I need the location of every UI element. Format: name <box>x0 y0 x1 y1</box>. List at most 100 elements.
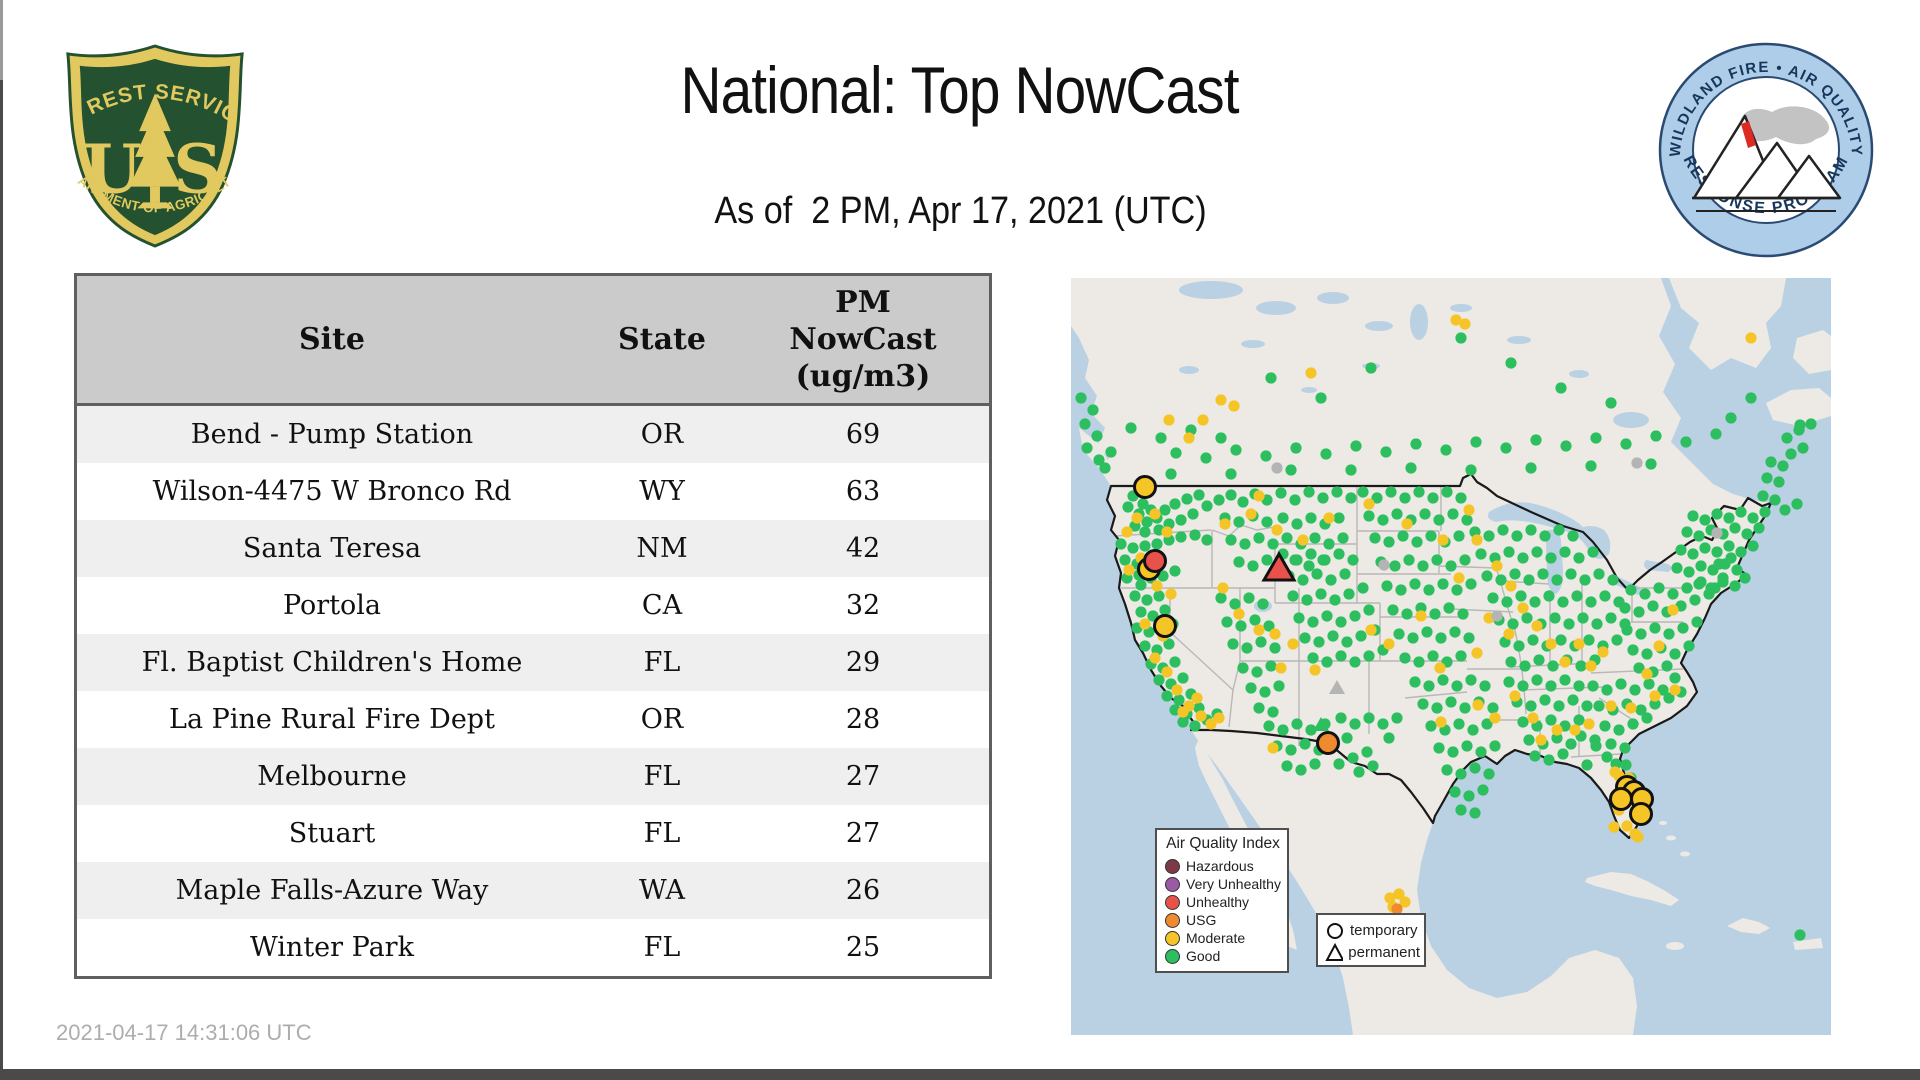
monitor-dot-moderate <box>1149 652 1161 664</box>
cell-site: Portola <box>282 590 382 621</box>
monitor-dot-good <box>1335 616 1347 628</box>
monitor-dot-good <box>1333 512 1345 524</box>
monitor-dot-good <box>1137 498 1149 510</box>
monitor-dot-good <box>1141 516 1153 528</box>
monitor-dot-good <box>1263 620 1275 632</box>
monitor-dot-good <box>1175 514 1187 526</box>
monitor-dot-good <box>1581 700 1593 712</box>
monitor-dot-good <box>1693 530 1705 542</box>
monitor-dot-moderate <box>1161 666 1173 678</box>
column-header-state: State <box>618 322 706 357</box>
monitor-dot-moderate <box>1365 624 1377 636</box>
monitor-dot-good <box>1443 602 1455 614</box>
monitor-dot-moderate <box>1559 656 1571 668</box>
monitor-dot-good <box>1549 612 1561 624</box>
monitor-dot-good <box>1591 618 1603 630</box>
monitor-dot-good <box>1239 538 1251 550</box>
monitor-dot-good <box>1739 572 1751 584</box>
monitor-dot-good <box>1273 680 1285 692</box>
monitor-dot-good <box>1725 552 1737 564</box>
monitor-dot-good <box>1605 738 1617 750</box>
monitor-dot-moderate <box>1171 684 1183 696</box>
monitor-dot-moderate <box>1401 518 1413 530</box>
monitor-dot-good <box>1573 680 1585 692</box>
monitor-dot-good <box>1747 512 1759 524</box>
monitor-dot-good <box>1291 718 1303 730</box>
fire-mark-icon <box>1741 121 1756 148</box>
monitor-dot-moderate <box>1435 716 1447 728</box>
monitor-dot-good <box>1289 494 1301 506</box>
monitor-dot-good <box>1459 554 1471 566</box>
monitor-dot-good <box>1303 486 1315 498</box>
monitor-dot-good <box>1427 650 1439 662</box>
monitor-dot-good <box>1445 696 1457 708</box>
monitor-dot-good <box>1735 546 1747 558</box>
monitor-dot-good <box>1599 720 1611 732</box>
monitor-dot-good <box>1267 706 1279 718</box>
monitor-dot-good <box>1299 738 1311 750</box>
monitor-dot-good <box>1305 512 1317 524</box>
monitor-dot-good <box>1081 442 1093 454</box>
monitor-dot-good <box>1347 554 1359 566</box>
monitor-dot-good <box>1353 766 1365 778</box>
monitor-dot-moderate <box>1597 646 1609 658</box>
aqi-legend-items: Hazardous Very Unhealthy Unhealthy USG Moder… <box>1165 857 1281 965</box>
monitor-dot-good <box>1339 568 1351 580</box>
monitor-dot-good <box>1513 640 1525 652</box>
monitor-dot-good <box>1325 574 1337 586</box>
monitor-dot-good <box>1585 596 1597 608</box>
monitor-dot-good <box>1377 514 1389 526</box>
monitor-dot-good <box>1445 560 1457 572</box>
column-header-site: Site <box>298 322 365 357</box>
monitor-dot-good <box>1225 468 1237 480</box>
monitor-dots-layer <box>1075 314 1817 941</box>
monitor-dot-good <box>1633 662 1645 674</box>
monitor-dot-good <box>1525 700 1537 712</box>
monitor-dot-good <box>1403 554 1415 566</box>
monitor-dot-good <box>1311 568 1323 580</box>
monitor-dot-moderate <box>1163 414 1175 426</box>
monitor-dot-good <box>1557 748 1569 760</box>
monitor-dot-moderate <box>1384 892 1396 904</box>
cell-value: 63 <box>845 476 881 507</box>
monitor-dot-good <box>1511 530 1523 542</box>
monitor-dot-good <box>1483 768 1495 780</box>
monitor-dot-good <box>1355 630 1367 642</box>
monitor-dot-good <box>1711 508 1723 520</box>
monitor-dot-good <box>1553 524 1565 536</box>
legend-item-usg: USG <box>1165 911 1281 929</box>
monitor-dot-good <box>1531 546 1543 558</box>
monitor-dot-good <box>1269 642 1281 654</box>
monitor-dot-good <box>1547 660 1559 672</box>
monitor-dot-good <box>1345 492 1357 504</box>
monitor-dot-good <box>1153 590 1165 602</box>
shape-legend-item: permanent <box>1325 941 1420 963</box>
unhealthy-dot-icon <box>1165 894 1180 910</box>
monitor-dot-good <box>1267 538 1279 550</box>
monitor-dot-good <box>1327 630 1339 642</box>
monitor-dot-good <box>1139 640 1151 652</box>
monitor-dot-moderate <box>1271 524 1283 536</box>
monitor-dot-good <box>1525 524 1537 536</box>
monitor-dot-good <box>1797 442 1809 454</box>
aqi-legend-title: Air Quality Index <box>1166 835 1280 852</box>
cell-value: 69 <box>845 419 881 450</box>
monitor-dot-good <box>1523 734 1535 746</box>
monitor-dot-moderate <box>1253 624 1265 636</box>
monitor-dot-good <box>1349 718 1361 730</box>
monitor-dot-good <box>1363 604 1375 616</box>
monitor-dot-moderate <box>1463 504 1475 516</box>
monitor-dot-good <box>1635 628 1647 640</box>
monitor-dot-good <box>1371 492 1383 504</box>
monitor-dot-good <box>1225 534 1237 546</box>
monitor-dot-moderate <box>1569 724 1581 736</box>
monitor-dot-good <box>1399 492 1411 504</box>
monitor-dot-good <box>1201 534 1213 546</box>
monitor-dot-good <box>1611 634 1623 646</box>
monitor-dot-good <box>1705 582 1717 594</box>
monitor-dot-good <box>1620 759 1632 771</box>
monitor-dot-moderate <box>1233 608 1245 620</box>
monitor-dot-good <box>1657 684 1669 696</box>
monitor-dot-good <box>1363 650 1375 662</box>
monitor-dot-good <box>1313 636 1325 648</box>
